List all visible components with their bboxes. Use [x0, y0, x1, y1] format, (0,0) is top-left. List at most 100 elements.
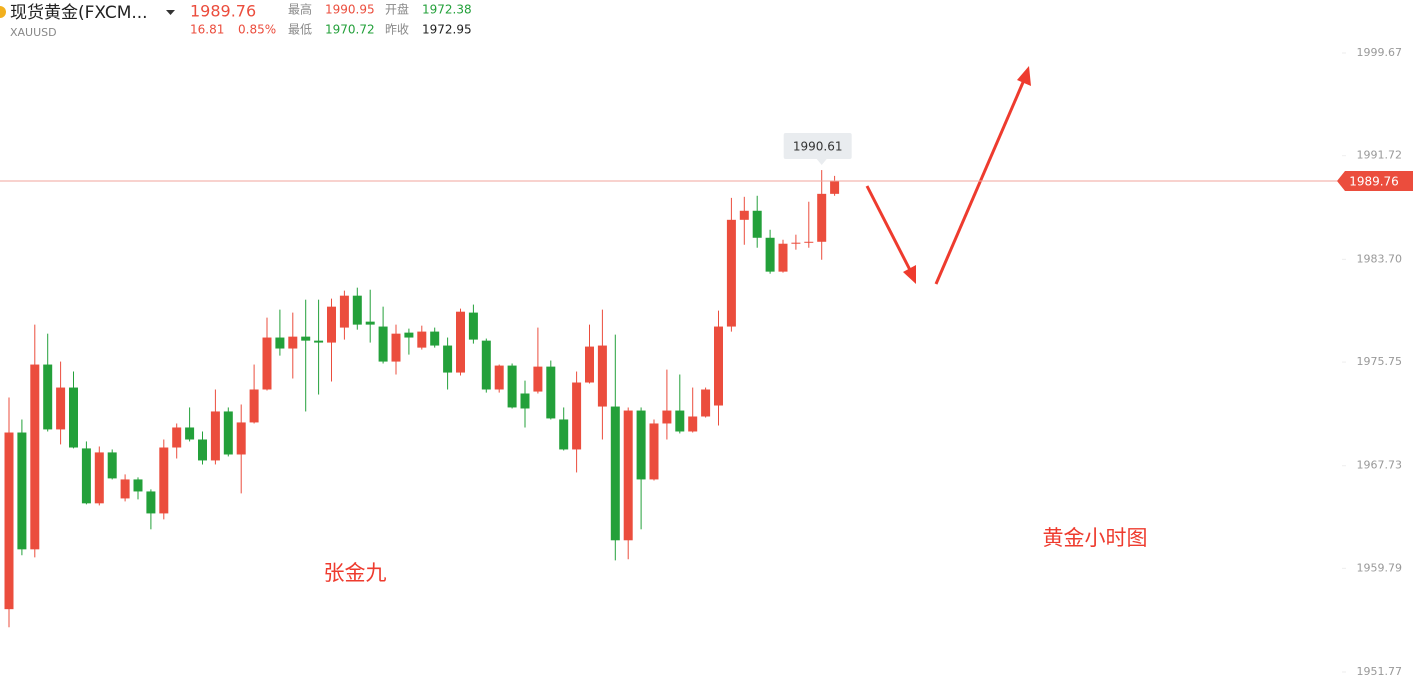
candle-body: [804, 241, 814, 243]
arrow-down: [865, 185, 912, 271]
candle-body: [739, 210, 749, 220]
symbol-icon: [0, 6, 6, 18]
y-tick-label: 1967.73: [1357, 459, 1403, 472]
candle-body: [223, 411, 233, 455]
candle-body: [210, 411, 220, 461]
candle-body: [701, 389, 711, 417]
candle-body: [585, 346, 594, 383]
candle-body: [339, 295, 349, 328]
price-tag-label: 1989.76: [1349, 175, 1399, 189]
candle-body: [675, 410, 685, 432]
candle-body: [791, 242, 801, 244]
candle-body: [817, 193, 827, 242]
candle-body: [17, 432, 27, 550]
candle-body: [327, 306, 336, 343]
candle-body: [520, 393, 530, 409]
candle-body: [481, 340, 491, 390]
price-tag: [1337, 171, 1413, 192]
candle-body: [662, 410, 672, 424]
candle-body: [159, 447, 169, 514]
candle-body: [81, 448, 91, 504]
candle-body: [597, 345, 607, 407]
candle-body: [30, 364, 40, 550]
change: 16.81: [190, 23, 224, 37]
arrows: [865, 66, 1031, 285]
annotation: 黄金小时图: [1043, 526, 1148, 550]
candle-body: [69, 387, 78, 448]
candle-body: [262, 337, 272, 390]
candle-body: [546, 366, 556, 419]
last-price: 1989.76: [190, 2, 256, 21]
candle-body: [610, 406, 620, 541]
value: 1972.38: [422, 3, 472, 17]
candle-body: [765, 237, 775, 272]
candle-body: [146, 491, 156, 514]
candle-body: [94, 452, 104, 504]
value: 1972.95: [422, 23, 472, 37]
label: 最高: [288, 2, 312, 17]
candle-body: [378, 326, 388, 362]
candle-body: [120, 479, 130, 499]
tooltip-pointer: [816, 159, 827, 166]
candle-body: [352, 295, 362, 325]
candle-body: [301, 336, 311, 341]
label: 最低: [288, 23, 312, 37]
candle-body: [778, 243, 788, 272]
dropdown-arrow[interactable]: [166, 10, 175, 15]
arrow-head: [903, 265, 916, 284]
candle-body: [430, 331, 440, 346]
candle-body: [623, 410, 633, 541]
annotation: 张金九: [324, 561, 387, 585]
candle-body: [636, 410, 646, 480]
candle-body: [752, 210, 762, 238]
symbol: XAUUSD: [10, 26, 57, 39]
y-tick-label: 1959.79: [1357, 561, 1403, 574]
candle-body: [391, 333, 401, 362]
candle-body: [314, 340, 324, 343]
candle-body: [288, 336, 298, 349]
arrow-up: [934, 79, 1026, 285]
candle-body: [649, 423, 659, 480]
candle-body: [198, 439, 207, 461]
candle-body: [572, 382, 582, 450]
y-tick-label: 1991.72: [1357, 149, 1403, 162]
candle-body: [4, 432, 14, 610]
instrument-name[interactable]: 现货黄金(FXCM...: [10, 3, 148, 23]
candle-body: [494, 365, 504, 390]
candle-body: [443, 345, 453, 373]
candle-body: [133, 479, 143, 492]
tooltip-label: 1990.61: [793, 140, 843, 154]
label: 昨收: [385, 23, 409, 37]
arrow-head: [1017, 66, 1031, 86]
candle-body: [417, 331, 427, 348]
candle-body: [275, 337, 285, 349]
candle-body: [236, 422, 246, 455]
candle-body: [365, 321, 375, 325]
candle-body: [714, 326, 723, 406]
candle-body: [507, 365, 517, 408]
candle-body: [185, 427, 195, 440]
value: 1970.72: [325, 23, 375, 37]
candle-body: [456, 311, 465, 373]
candle-body: [404, 332, 414, 338]
y-tick-label: 1951.77: [1357, 665, 1403, 678]
y-tick-label: 1983.70: [1357, 252, 1403, 265]
candle-body: [830, 181, 840, 194]
candle-body: [726, 219, 736, 327]
candle-body: [249, 389, 259, 423]
y-tick-label: 1999.67: [1357, 46, 1403, 59]
candle-body: [533, 366, 543, 392]
candle-body: [56, 387, 66, 430]
value: 1990.95: [325, 3, 375, 17]
candle-body: [688, 416, 698, 432]
label: 开盘: [385, 2, 409, 17]
candle-body: [559, 419, 569, 450]
tooltip-box: [783, 133, 852, 160]
y-tick-label: 1975.75: [1357, 355, 1403, 368]
candle-body: [43, 364, 53, 430]
candle-body: [172, 427, 182, 448]
candle-body: [107, 452, 117, 479]
candle-body: [468, 312, 478, 340]
change-pct: 0.85%: [238, 23, 276, 37]
